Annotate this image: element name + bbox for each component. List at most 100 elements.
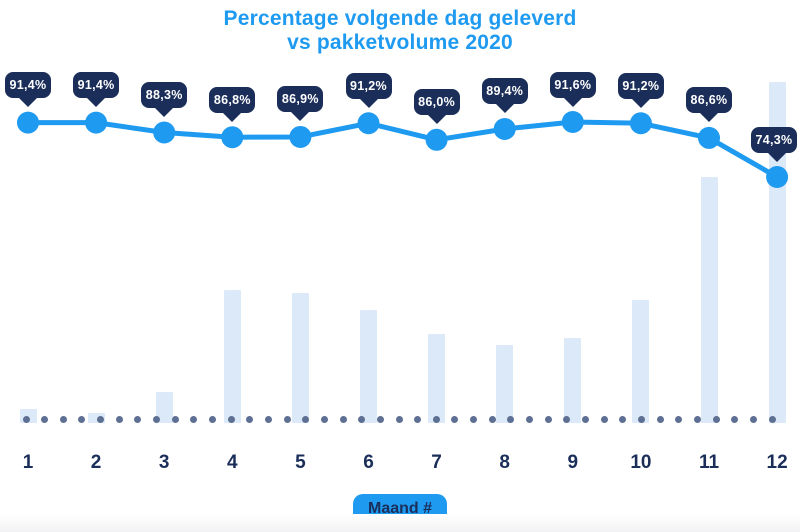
tooltip-pointer-icon [359, 98, 378, 108]
data-label-tooltip: 91,4% [5, 72, 51, 99]
tooltip-pointer-icon [155, 107, 174, 117]
tooltip-pointer-icon [87, 98, 106, 108]
baseline-dot [395, 415, 403, 423]
baseline-dot [115, 415, 123, 423]
baseline-dot [544, 415, 552, 423]
baseline-dot [451, 415, 459, 423]
baseline-dot [264, 415, 272, 423]
baseline-dot [507, 415, 515, 423]
x-tick-label: 5 [295, 452, 306, 473]
bottom-strip [0, 514, 800, 532]
baseline-dot [470, 415, 478, 423]
data-point[interactable] [561, 111, 584, 133]
tooltip-pointer-icon [563, 97, 582, 107]
x-tick-label: 11 [698, 452, 720, 473]
baseline-dot [675, 415, 683, 423]
baseline-dot [97, 415, 105, 423]
baseline-dot [302, 415, 310, 423]
baseline-dot [712, 415, 720, 423]
tooltip-pointer-icon [19, 98, 37, 108]
data-point[interactable] [766, 166, 789, 189]
baseline-dot [339, 415, 347, 423]
baseline-dot [693, 415, 701, 423]
data-label-tooltip: 74,3% [751, 126, 797, 153]
x-tick-label: 9 [567, 452, 579, 473]
volume-bar [155, 392, 173, 423]
data-label-tooltip: 89,4% [481, 78, 528, 105]
data-point[interactable] [221, 126, 244, 149]
baseline-dot [59, 415, 67, 423]
baseline-dot [171, 415, 179, 423]
volume-bar [291, 293, 309, 423]
tooltip-pointer-icon [223, 112, 242, 122]
baseline-dot [582, 415, 589, 423]
volume-bar [428, 334, 446, 423]
x-tick-label: 4 [227, 452, 238, 473]
tooltip-pointer-icon [427, 115, 446, 125]
data-label-tooltip: 91,4% [73, 72, 120, 99]
baseline-dot [283, 415, 291, 423]
data-label-tooltip: 91,2% [617, 72, 664, 99]
baseline-dot [209, 415, 216, 423]
baseline-dot [22, 415, 30, 423]
baseline-dot [153, 415, 161, 423]
volume-bar [496, 344, 514, 423]
tooltip-pointer-icon [631, 98, 650, 108]
x-tick-label: 12 [766, 452, 788, 473]
data-point[interactable] [289, 125, 312, 148]
data-label-tooltip: 91,6% [549, 71, 596, 98]
volume-bar [360, 310, 377, 423]
data-point[interactable] [629, 112, 652, 135]
data-label-tooltip: 88,3% [141, 81, 188, 108]
tooltip-pointer-icon [291, 112, 310, 122]
volume-bar [564, 337, 582, 423]
x-tick-label: 2 [90, 452, 102, 473]
volume-bar [632, 300, 650, 423]
baseline-dot [227, 415, 235, 423]
baseline-dot [41, 415, 49, 423]
chart-title-line1: Percentage volgende dag geleverd [223, 7, 577, 30]
data-point[interactable] [425, 128, 448, 151]
volume-bar [700, 177, 718, 423]
data-label-tooltip: 86,6% [686, 87, 732, 114]
volume-bar [223, 290, 241, 423]
baseline-dot [376, 415, 384, 423]
baseline-dot [563, 415, 571, 423]
baseline-dot [358, 415, 366, 423]
baseline-dot [749, 415, 757, 423]
data-label-tooltip: 86,9% [277, 86, 324, 113]
baseline-dot [526, 415, 534, 423]
baseline-dot [731, 415, 739, 423]
data-point[interactable] [357, 112, 380, 135]
baseline-dot [619, 415, 627, 423]
x-tick-label: 3 [158, 452, 170, 473]
baseline-dot [320, 415, 328, 423]
data-label-tooltip: 86,8% [209, 86, 256, 113]
baseline-dot [768, 415, 776, 423]
tooltip-pointer-icon [768, 152, 787, 162]
chart-title-line2: vs pakketvolume 2020 [287, 31, 513, 54]
data-label-tooltip: 86,0% [413, 89, 460, 116]
baseline-dot [600, 415, 608, 423]
tooltip-pointer-icon [495, 104, 514, 114]
data-point[interactable] [153, 121, 176, 144]
tooltip-pointer-icon [700, 113, 718, 123]
data-point[interactable] [17, 111, 39, 134]
x-tick-label: 6 [363, 452, 374, 473]
data-point[interactable] [85, 111, 108, 134]
baseline-dot [78, 415, 86, 423]
baseline-dot [246, 415, 254, 423]
data-point[interactable] [493, 117, 516, 140]
baseline-dot [488, 415, 496, 423]
x-tick-label: 7 [431, 452, 442, 473]
baseline-dot [656, 415, 664, 423]
x-tick-label: 10 [630, 452, 652, 473]
data-point[interactable] [698, 126, 720, 149]
data-label-tooltip: 91,2% [345, 72, 392, 99]
